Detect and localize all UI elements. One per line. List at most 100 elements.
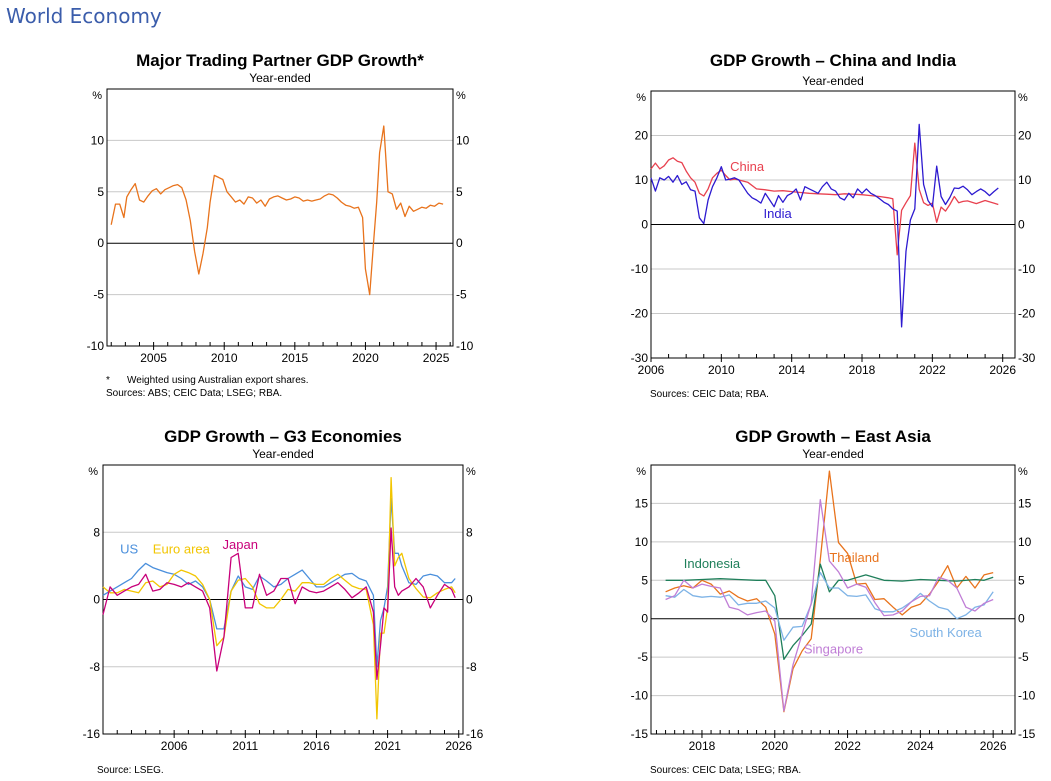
chart-title: GDP Growth – China and India	[710, 51, 957, 70]
sources-note: Sources: CEIC Data; LSEG; RBA.	[650, 765, 801, 776]
y-unit-left: %	[92, 90, 102, 102]
series-label-indonesia: Indonesia	[684, 556, 741, 571]
series-line-thailand	[665, 470, 994, 713]
series-label-japan: Japan	[223, 537, 258, 552]
y-tick-label-right: 0	[1018, 612, 1025, 626]
chart-title: Major Trading Partner GDP Growth*	[136, 51, 424, 70]
y-tick-label-left: 20	[635, 129, 649, 143]
series-label-us: US	[120, 541, 138, 556]
y-unit-left: %	[636, 466, 646, 478]
y-tick-label-left: -10	[87, 339, 105, 353]
x-tick-label: 2024	[907, 739, 934, 753]
y-tick-label-left: 0	[641, 612, 648, 626]
series-line-series	[110, 125, 444, 296]
y-unit-right: %	[456, 90, 466, 102]
y-tick-label-right: 5	[1018, 573, 1025, 587]
chart-panel-tp: Major Trading Partner GDP Growth*Year-en…	[87, 51, 474, 399]
y-unit-right: %	[1018, 466, 1028, 478]
x-tick-label: 2011	[232, 739, 258, 753]
y-tick-label-left: -20	[631, 307, 649, 321]
sources-note: Source: LSEG.	[97, 765, 164, 776]
y-tick-label-left: 0	[93, 593, 100, 607]
y-tick-label-right: 15	[1018, 496, 1032, 510]
sources-note: Sources: CEIC Data; RBA.	[650, 389, 769, 400]
series-label-singapore: Singapore	[804, 641, 863, 656]
chart-subtitle: Year-ended	[252, 447, 314, 461]
series-line-japan	[102, 527, 456, 681]
x-tick-label: 2021	[374, 739, 401, 753]
y-tick-label-left: 5	[641, 573, 648, 587]
y-tick-label-right: -16	[466, 727, 484, 741]
series-line-singapore	[665, 498, 994, 712]
x-tick-label: 2006	[161, 739, 188, 753]
x-tick-label: 2022	[919, 363, 946, 377]
x-tick-label: 2010	[708, 363, 735, 377]
y-tick-label-right: -8	[466, 660, 477, 674]
y-tick-label-right: 0	[1018, 218, 1025, 232]
page-header: World Economy	[6, 4, 162, 28]
x-tick-label: 2016	[303, 739, 330, 753]
y-unit-right: %	[466, 466, 476, 478]
y-tick-label-left: 10	[635, 535, 649, 549]
y-tick-label-left: -5	[637, 650, 648, 664]
series-line-south-korea	[665, 571, 994, 641]
y-tick-label-right: 0	[456, 236, 463, 250]
x-tick-label: 2015	[281, 351, 308, 365]
y-tick-label-left: 5	[97, 185, 104, 199]
y-tick-label-left: -10	[631, 262, 649, 276]
x-tick-label: 2020	[352, 351, 379, 365]
y-tick-label-right: 8	[466, 525, 473, 539]
plot-frame	[106, 88, 454, 347]
y-unit-left: %	[636, 92, 646, 104]
y-unit-left: %	[88, 466, 98, 478]
y-tick-label-left: 8	[93, 525, 100, 539]
y-tick-label-left: 0	[641, 218, 648, 232]
x-tick-label: 2026	[989, 363, 1016, 377]
y-tick-label-left: 10	[91, 133, 105, 147]
y-tick-label-right: -5	[1018, 650, 1029, 664]
plot-frame	[102, 464, 464, 735]
series-label-thailand: Thailand	[829, 550, 879, 565]
series-line-us	[102, 497, 456, 668]
series-label-china: China	[730, 159, 765, 174]
x-tick-label: 2006	[638, 363, 665, 377]
y-tick-label-left: 15	[635, 496, 649, 510]
x-tick-label: 2020	[761, 739, 788, 753]
series-label-south-korea: South Korea	[909, 625, 982, 640]
y-tick-label-left: 0	[97, 236, 104, 250]
y-tick-label-right: -5	[456, 288, 467, 302]
y-tick-label-right: 20	[1018, 129, 1032, 143]
x-tick-label: 2026	[445, 739, 472, 753]
chart-subtitle: Year-ended	[249, 71, 311, 85]
y-tick-label-right: -10	[1018, 689, 1036, 703]
y-tick-label-right: 10	[456, 133, 470, 147]
y-tick-label-left: 10	[635, 173, 649, 187]
series-label-india: India	[764, 206, 793, 221]
chart-subtitle: Year-ended	[802, 447, 864, 461]
chart-subtitle: Year-ended	[802, 74, 864, 88]
y-tick-label-right: -15	[1018, 727, 1036, 741]
x-tick-label: 2010	[211, 351, 238, 365]
y-unit-right: %	[1018, 92, 1028, 104]
footnote-marker: *	[106, 375, 110, 386]
y-tick-label-left: -8	[89, 660, 100, 674]
chart-panel-ci: GDP Growth – China and India Year-ended -3…	[631, 51, 1036, 400]
series-line-euro-area	[102, 476, 456, 720]
x-tick-label: 2005	[140, 351, 167, 365]
y-tick-label-left: -16	[83, 727, 101, 741]
x-tick-label: 2026	[980, 739, 1007, 753]
x-tick-label: 2022	[834, 739, 861, 753]
y-tick-label-right: -10	[456, 339, 474, 353]
x-tick-label: 2025	[423, 351, 450, 365]
series-line-india	[650, 123, 999, 328]
chart-title: GDP Growth – East Asia	[735, 427, 931, 446]
series-label-euro-area: Euro area	[153, 541, 211, 556]
plot-frame	[650, 90, 1016, 359]
y-tick-label-left: -30	[631, 351, 649, 365]
y-tick-label-left: -5	[93, 288, 104, 302]
series-line-china	[650, 142, 999, 256]
y-tick-label-right: 0	[466, 593, 473, 607]
x-tick-label: 2018	[849, 363, 876, 377]
